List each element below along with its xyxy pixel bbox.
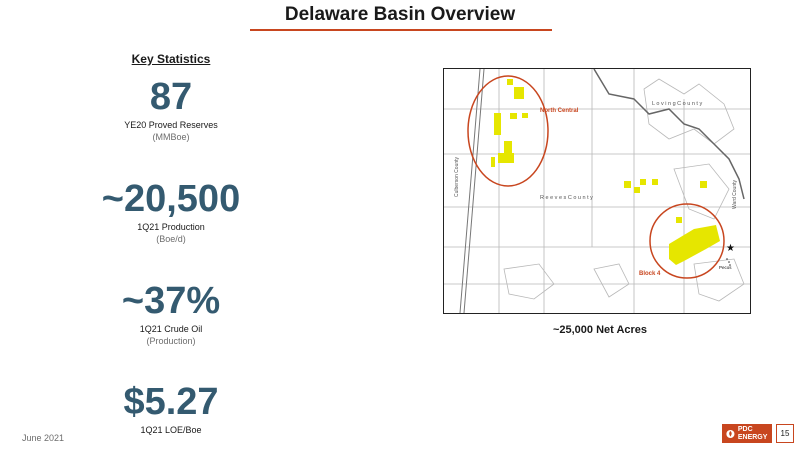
label-block4: Block 4 xyxy=(639,271,661,277)
stat-label: 1Q21 Crude Oil xyxy=(139,324,203,334)
label-culberson-county: Culberson County xyxy=(454,156,460,197)
stat-label: 1Q21 LOE/Boe xyxy=(140,425,202,435)
page-title: Delaware Basin Overview xyxy=(284,4,516,25)
title-underline xyxy=(250,29,552,31)
label-reeves-county: R e e v e s C o u n t y xyxy=(540,195,593,201)
culberson-line xyxy=(459,69,485,313)
flame-icon xyxy=(726,429,735,438)
stat-crude-oil: ~37% 1Q21 Crude Oil (Production) xyxy=(60,282,282,346)
stat-sublabel: (Boe/d) xyxy=(156,234,186,244)
net-acres-caption: ~25,000 Net Acres xyxy=(552,324,648,336)
stat-sublabel: (Production) xyxy=(146,336,196,346)
stat-loe: $5.27 1Q21 LOE/Boe xyxy=(60,383,282,435)
north-central-circle xyxy=(467,75,549,187)
stat-sublabel: (MMBoe) xyxy=(152,132,190,142)
label-pecos: Pecos xyxy=(719,265,732,270)
key-statistics-heading: Key Statistics xyxy=(131,52,211,66)
acreage-blocks xyxy=(491,79,720,265)
pecos-star-icon: ★ xyxy=(726,243,735,254)
page-number: 15 xyxy=(776,424,794,443)
logo-text: PDC ENERGY xyxy=(737,425,768,441)
map-grid xyxy=(444,69,750,313)
map-svg: ★ North Central Block 4 R e e v e s C o … xyxy=(444,69,750,313)
pecos-dots xyxy=(726,258,731,266)
footer-date: June 2021 xyxy=(22,433,65,443)
label-north-central: North Central xyxy=(540,108,579,114)
stat-value: 87 xyxy=(149,76,193,118)
county-boundary xyxy=(593,69,745,200)
block4-circle xyxy=(649,203,725,279)
stat-value: $5.27 xyxy=(123,381,219,423)
stat-proved-reserves: 87 YE20 Proved Reserves (MMBoe) xyxy=(60,78,282,142)
delaware-basin-map: ★ North Central Block 4 R e e v e s C o … xyxy=(443,68,751,314)
label-ward-county: Ward County xyxy=(732,180,738,209)
stat-value: ~37% xyxy=(121,280,221,322)
stat-value: ~20,500 xyxy=(101,178,241,220)
pdc-energy-logo: PDC ENERGY xyxy=(722,424,772,443)
stat-label: YE20 Proved Reserves xyxy=(124,120,218,130)
label-loving-county: L o v i n g C o u n t y xyxy=(652,101,702,107)
stat-production: ~20,500 1Q21 Production (Boe/d) xyxy=(60,180,282,244)
stat-label: 1Q21 Production xyxy=(137,222,205,232)
